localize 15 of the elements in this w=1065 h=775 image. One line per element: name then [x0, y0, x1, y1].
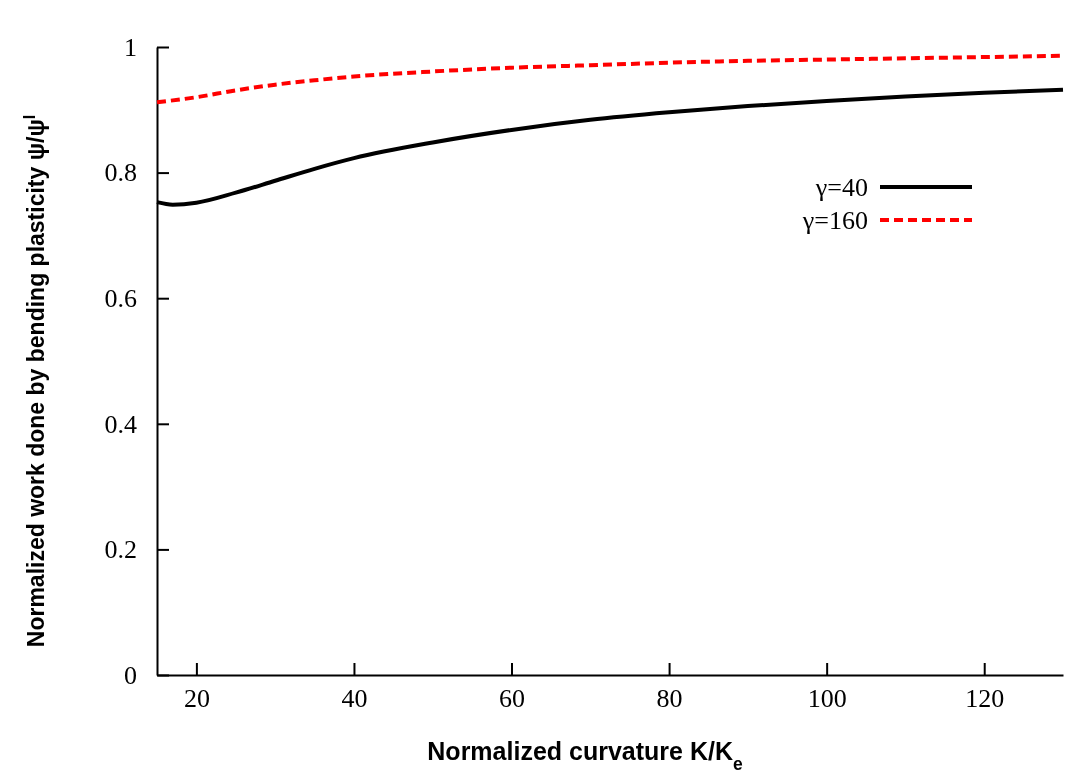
y-tick-label: 0.4 — [104, 409, 137, 439]
x-tick-label: 80 — [656, 684, 683, 714]
x-tick-label: 100 — [807, 684, 847, 714]
y-tick-label: 0 — [124, 660, 137, 690]
y-tick-label: 1 — [124, 32, 137, 62]
x-tick-label: 40 — [341, 684, 368, 714]
x-tick-label: 60 — [499, 684, 526, 714]
x-tick-label: 20 — [183, 684, 210, 714]
y-tick-label: 0.8 — [104, 158, 137, 188]
x-axis-title: Normalized curvature K/K$_{e}$ — [427, 737, 743, 774]
legend-label: γ=160 — [801, 206, 868, 235]
y-tick-label: 0.2 — [104, 535, 137, 565]
y-tick-label: 0.6 — [104, 284, 137, 314]
x-tick-label: 120 — [965, 684, 1005, 714]
legend-label: γ=40 — [814, 173, 868, 202]
